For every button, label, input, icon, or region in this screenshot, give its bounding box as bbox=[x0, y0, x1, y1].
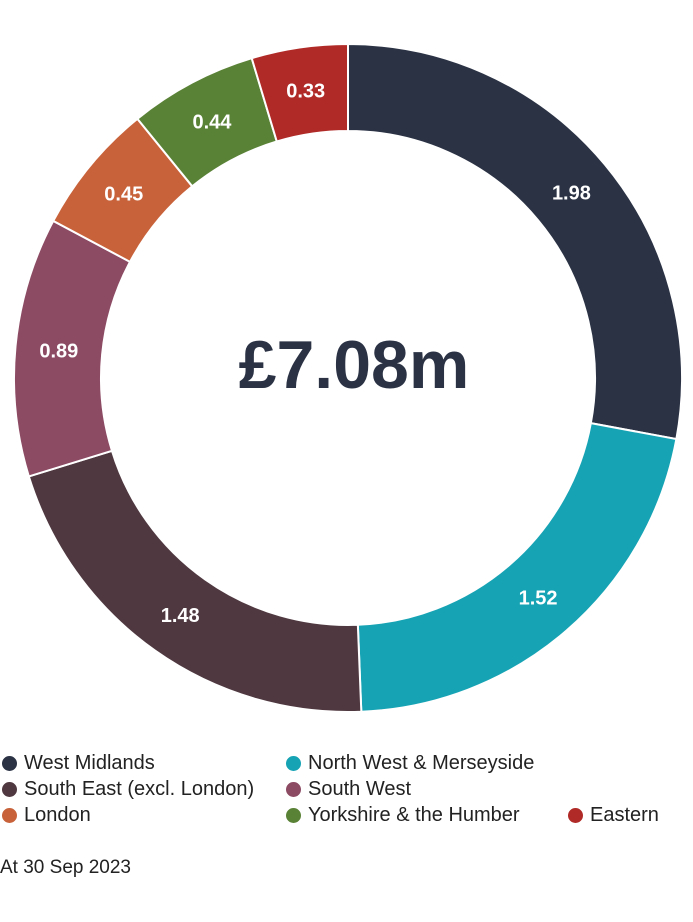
legend-swatch bbox=[2, 808, 17, 823]
legend-label: London bbox=[24, 804, 91, 826]
slice-label-south-east-excl-london: 1.48 bbox=[161, 605, 200, 627]
legend-item-north-west-merseyside: North West & Merseyside bbox=[286, 752, 534, 775]
legend-swatch bbox=[286, 782, 301, 797]
slice-eastern bbox=[250, 42, 349, 143]
legend-label: South East (excl. London) bbox=[24, 778, 255, 800]
slice-label-eastern: 0.33 bbox=[286, 81, 325, 103]
slice-south-east-excl-london bbox=[27, 449, 363, 713]
slice-north-west-merseyside bbox=[356, 421, 678, 713]
donut-slices bbox=[13, 42, 683, 713]
slice-label-london: 0.45 bbox=[104, 183, 143, 205]
legend-label: Yorkshire & the Humber bbox=[308, 804, 520, 826]
footnote-date: At 30 Sep 2023 bbox=[0, 857, 131, 878]
slice-label-yorkshire-the-humber: 0.44 bbox=[192, 111, 232, 133]
slice-label-south-west: 0.89 bbox=[39, 340, 78, 362]
legend-label: North West & Merseyside bbox=[308, 752, 535, 774]
slice-label-west-midlands: 1.98 bbox=[552, 182, 591, 204]
legend-label: Eastern bbox=[590, 804, 659, 826]
center-total-label: £7.08m bbox=[239, 327, 470, 403]
legend-label: West Midlands bbox=[24, 752, 155, 774]
legend-item-south-west: South West bbox=[286, 778, 411, 801]
legend-item-west-midlands: West Midlands bbox=[2, 752, 155, 775]
legend-swatch bbox=[2, 756, 17, 771]
legend-swatch bbox=[286, 808, 301, 823]
slice-west-midlands bbox=[347, 42, 683, 441]
legend-label: South West bbox=[308, 778, 412, 800]
legend-swatch bbox=[2, 782, 17, 797]
legend-item-yorkshire-the-humber: Yorkshire & the Humber bbox=[286, 804, 520, 827]
legend-swatch bbox=[568, 808, 583, 823]
legend-item-eastern: Eastern bbox=[568, 804, 659, 827]
legend-item-south-east-excl-london: South East (excl. London) bbox=[2, 778, 254, 801]
legend-swatch bbox=[286, 756, 301, 771]
slice-labels: 1.98 1.52 1.48 0.89 0.45 0.44 0.33 bbox=[39, 81, 591, 628]
legend-item-london: London bbox=[2, 804, 91, 827]
slice-label-north-west-merseyside: 1.52 bbox=[519, 588, 558, 610]
